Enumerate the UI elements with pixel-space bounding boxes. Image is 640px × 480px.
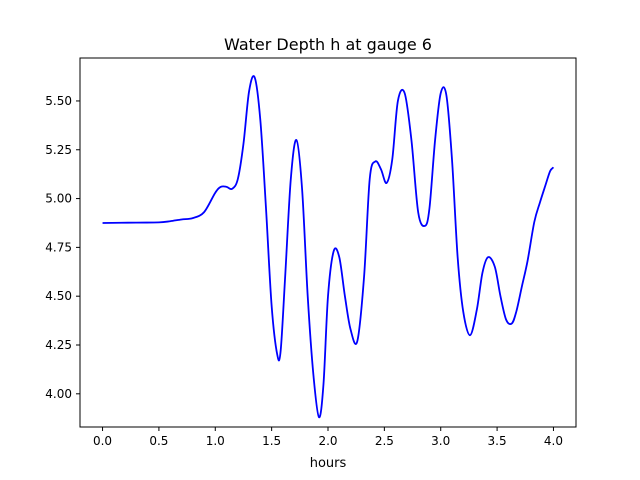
x-tick-label: 1.0 (206, 434, 225, 448)
chart-title: Water Depth h at gauge 6 (224, 35, 432, 54)
y-axis: 4.00 4.25 4.50 4.75 5.00 5.25 5.50 (45, 94, 80, 401)
y-tick-label: 5.25 (45, 143, 72, 157)
x-tick-label: 3.5 (488, 434, 507, 448)
plot-background (80, 58, 576, 427)
x-tick-label: 2.0 (318, 434, 337, 448)
series-line-0 (102, 75, 555, 419)
plot-area (79, 57, 577, 428)
x-tick-label: 4.0 (544, 434, 563, 448)
y-tick-label: 4.25 (45, 338, 72, 352)
y-tick-label: 5.50 (45, 94, 72, 108)
x-tick-label: 0.5 (149, 434, 168, 448)
x-tick-label: 3.0 (431, 434, 450, 448)
x-axis: 0.0 0.5 1.0 1.5 2.0 2.5 3.0 3.5 4.0 (93, 427, 563, 448)
y-tick-label: 4.75 (45, 240, 72, 254)
x-tick-label: 1.5 (262, 434, 281, 448)
x-axis-label: hours (310, 456, 347, 471)
y-tick-label: 4.50 (45, 289, 72, 303)
x-tick-label: 0.0 (93, 434, 112, 448)
y-tick-label: 4.00 (45, 387, 72, 401)
x-tick-label: 2.5 (375, 434, 394, 448)
y-tick-label: 5.00 (45, 192, 72, 206)
